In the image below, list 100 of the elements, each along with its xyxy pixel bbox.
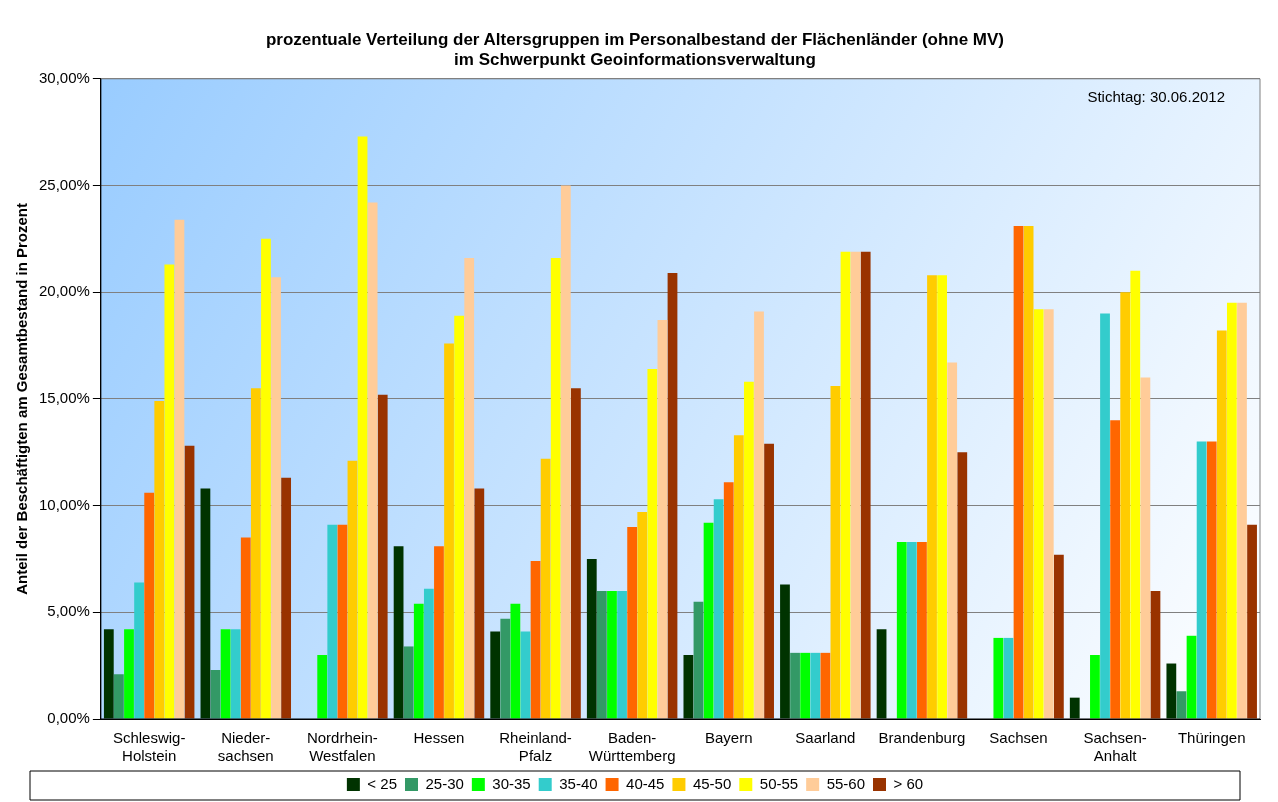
- bar: [957, 452, 968, 719]
- bar: [947, 362, 958, 719]
- legend-label: 45-50: [692, 774, 732, 792]
- bar: [200, 488, 211, 719]
- bar: [124, 629, 134, 719]
- bar: [571, 388, 581, 719]
- bar: [454, 315, 465, 719]
- bar: [830, 386, 841, 719]
- bar: [790, 652, 800, 719]
- bar: [1013, 226, 1024, 719]
- bar: [937, 275, 947, 719]
- bar: [993, 637, 1004, 719]
- bar: [560, 185, 571, 719]
- bar: [434, 546, 444, 719]
- bar: [733, 435, 744, 719]
- y-tick-label: 25,00%: [39, 175, 90, 193]
- bar: [1226, 302, 1237, 719]
- x-tick-label: Sachsen: [989, 729, 1048, 747]
- bar: [1130, 270, 1141, 719]
- bar: [1100, 313, 1110, 719]
- legend-label: 30-35: [492, 774, 531, 792]
- bar: [840, 251, 851, 719]
- x-tick-label: Brandenburg: [878, 729, 966, 747]
- bar: [1186, 635, 1197, 719]
- bar: [927, 275, 937, 719]
- bar: [1140, 377, 1151, 719]
- chart-title: prozentuale Verteilung der Altersgruppen im Personalbestand der Flächenländer (ohne MV) im Schwerpunkt Geoinformationsverwaltung: [265, 29, 1005, 70]
- bar: [393, 546, 404, 719]
- bar: [403, 646, 414, 719]
- bar: [754, 311, 764, 719]
- bar: [1120, 292, 1131, 719]
- bar: [1033, 309, 1044, 719]
- bar: [1150, 590, 1161, 719]
- bar: [114, 674, 124, 719]
- x-tick-label: Schleswig- Holstein: [112, 729, 186, 765]
- bar: [144, 492, 155, 719]
- bar: [271, 277, 281, 719]
- legend-label: 25-30: [425, 774, 464, 792]
- bar: [474, 488, 485, 719]
- x-tick-label: Nordrhein- Westfalen: [306, 729, 378, 765]
- bar: [490, 631, 501, 719]
- legend-label: 40-45: [626, 774, 665, 792]
- bar: [510, 603, 521, 719]
- legend-label: < 25: [367, 774, 397, 792]
- bar: [820, 652, 831, 719]
- bar: [530, 561, 541, 719]
- bar: [347, 460, 358, 719]
- bar: [240, 537, 251, 719]
- bar: [281, 477, 292, 719]
- bar: [780, 584, 790, 719]
- bar: [103, 629, 114, 719]
- bar: [876, 629, 887, 719]
- bar: [617, 590, 627, 719]
- bar: [1237, 302, 1247, 719]
- bar: [800, 652, 811, 719]
- bar: [423, 588, 434, 719]
- legend-label: 55-60: [826, 774, 866, 792]
- bar: [1176, 691, 1187, 719]
- bar: [713, 499, 724, 719]
- x-tick-label: Rheinland- Pfalz: [499, 729, 572, 765]
- bar: [317, 654, 328, 719]
- bar: [810, 652, 821, 719]
- x-tick-label: Hessen: [413, 729, 465, 747]
- bar: [917, 541, 927, 719]
- y-tick-label: 30,00%: [39, 68, 90, 86]
- bar: [744, 381, 754, 719]
- bar: [647, 369, 658, 719]
- y-tick-label: 20,00%: [39, 282, 90, 300]
- legend-label: > 60: [893, 774, 924, 792]
- bar: [586, 558, 597, 719]
- y-tick-label: 15,00%: [39, 389, 90, 407]
- bar: [637, 512, 648, 719]
- bar: [184, 445, 195, 719]
- bar: [607, 590, 617, 719]
- x-tick-label: Baden- Württemberg: [588, 729, 676, 765]
- annotation: Stichtag: 30.06.2012: [1087, 88, 1225, 106]
- bar: [1110, 420, 1120, 719]
- legend-label: 35-40: [559, 774, 598, 792]
- bar: [906, 541, 917, 719]
- bar: [261, 238, 271, 719]
- bar: [1090, 654, 1100, 719]
- bar: [1247, 524, 1257, 719]
- bar: [1216, 330, 1227, 719]
- bar: [764, 443, 774, 719]
- x-tick-label: Thüringen: [1177, 729, 1246, 747]
- bar: [1023, 226, 1034, 719]
- legend-label: 50-55: [759, 774, 799, 792]
- bar: [413, 603, 424, 719]
- x-tick-label: Bayern: [704, 729, 753, 747]
- bar: [860, 251, 871, 719]
- bar: [1196, 441, 1207, 719]
- bar: [367, 202, 378, 719]
- bar: [377, 394, 388, 719]
- bar: [550, 258, 561, 719]
- y-tick-label: 5,00%: [47, 602, 90, 620]
- bar: [1003, 637, 1014, 719]
- bar: [134, 582, 144, 719]
- bar: [210, 669, 221, 719]
- bar: [500, 618, 511, 719]
- x-tick-label: Sachsen- Anhalt: [1083, 729, 1147, 765]
